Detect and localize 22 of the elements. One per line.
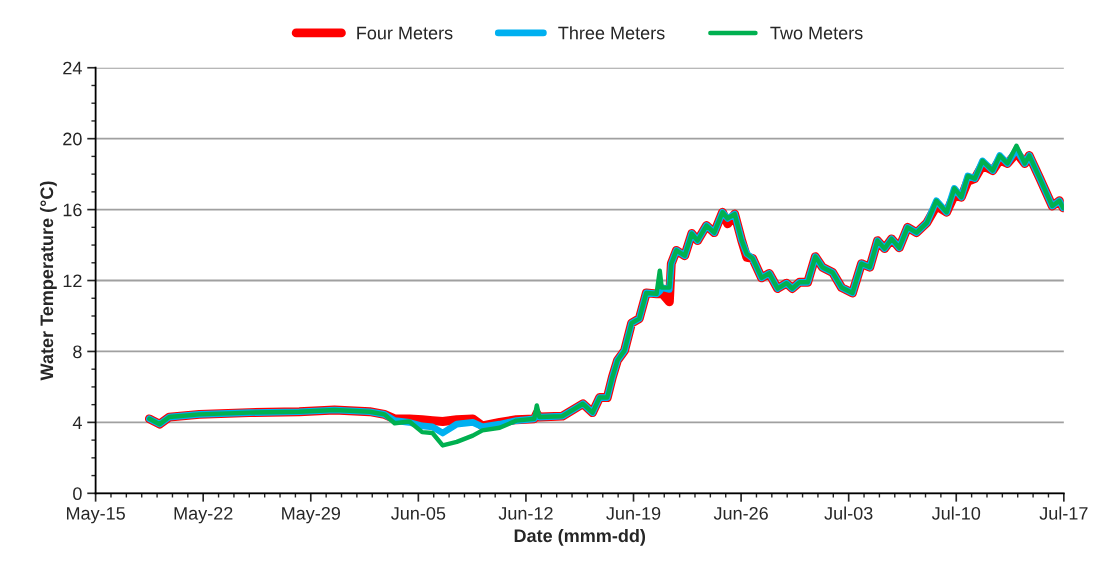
x-tick-label: Jun-12 (498, 506, 553, 520)
x-tick-label: May-29 (282, 506, 341, 524)
x-tick-label: Jun-26 (713, 506, 768, 520)
x-tick-label: May-15 (66, 507, 125, 524)
y-tick-label: 4 (72, 416, 82, 429)
y-tick-label: 20 (63, 132, 82, 146)
y-tick-label: 8 (73, 345, 82, 359)
y-tick-label: 12 (63, 274, 82, 288)
x-tick-label: May-22 (174, 506, 233, 524)
x-tick-label: Jun-19 (606, 506, 661, 520)
x-tick-label: Jul-17 (1039, 506, 1088, 520)
legend-label: Two Meters (770, 26, 863, 40)
y-tick-label: 0 (73, 487, 82, 501)
y-tick-label: 16 (63, 203, 82, 217)
legend-label: Three Meters (558, 26, 665, 40)
y-tick-label: 24 (63, 61, 82, 75)
x-tick-label: Jul-03 (824, 506, 873, 520)
x-axis-title: Date (mmm-dd) (514, 528, 646, 546)
y-axis-title: Water Temperature (°C) (39, 181, 57, 381)
legend-label: Four Meters (357, 26, 453, 40)
x-tick-label: Jun-05 (391, 506, 446, 520)
x-tick-label: Jul-10 (931, 506, 981, 520)
